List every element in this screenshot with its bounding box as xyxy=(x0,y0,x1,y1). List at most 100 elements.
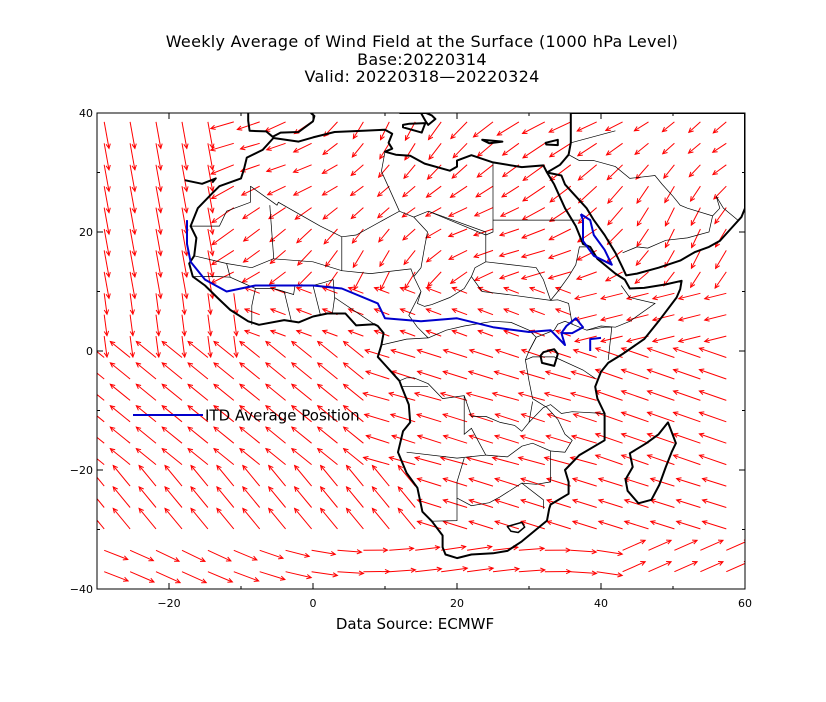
wind-arrow xyxy=(646,368,675,380)
wind-arrow xyxy=(501,185,520,198)
wind-arrow xyxy=(687,121,701,134)
wind-arrow xyxy=(493,370,520,380)
wind-arrow xyxy=(135,340,157,358)
wind-arrow xyxy=(703,292,727,301)
wind-arrow xyxy=(404,121,416,142)
wind-arrow xyxy=(428,142,442,161)
wind-arrow xyxy=(187,340,209,358)
wind-arrow xyxy=(620,454,649,466)
wind-arrow xyxy=(698,390,727,401)
wind-arrow xyxy=(351,228,364,244)
wind-arrow xyxy=(714,228,727,248)
wind-arrow xyxy=(238,340,261,358)
wind-arrow xyxy=(399,286,416,294)
country-border xyxy=(413,216,428,277)
wind-arrow xyxy=(425,250,442,263)
wind-arrow xyxy=(373,286,390,294)
wind-arrow xyxy=(713,185,727,200)
country-border xyxy=(251,288,256,325)
wind-arrow xyxy=(554,286,571,294)
wind-arrow xyxy=(181,293,187,316)
wind-arrow xyxy=(321,185,338,196)
wind-arrow xyxy=(698,347,727,358)
wind-arrow xyxy=(571,498,597,508)
wind-arrow xyxy=(268,207,286,220)
wind-arrow xyxy=(129,549,155,562)
wind-arrow xyxy=(129,186,137,214)
wind-arrow xyxy=(242,464,261,487)
wind-arrow xyxy=(109,426,131,444)
wind-arrow xyxy=(675,498,701,508)
wind-arrow xyxy=(649,477,675,487)
wind-arrow xyxy=(269,308,286,316)
wind-arrow xyxy=(213,426,235,444)
wind-arrow xyxy=(269,228,286,243)
wind-arrow xyxy=(547,271,571,280)
wind-arrow xyxy=(520,271,545,280)
itd-red-sea-line xyxy=(579,213,613,266)
y-tick-label: 40 xyxy=(79,107,93,120)
wind-arrow xyxy=(265,362,286,380)
wind-arrow xyxy=(371,486,390,508)
arabia-coastline xyxy=(546,113,745,277)
wind-arrow xyxy=(503,308,520,316)
country-border xyxy=(550,419,573,453)
wind-arrow xyxy=(129,164,137,193)
wind-arrow xyxy=(544,370,571,380)
wind-arrow xyxy=(521,121,546,135)
wind-arrow xyxy=(265,447,286,465)
wind-arrow xyxy=(210,185,235,200)
wind-arrow xyxy=(397,486,416,508)
wind-arrow xyxy=(350,207,364,220)
wind-arrow xyxy=(97,436,105,444)
wind-arrow xyxy=(112,464,131,487)
wind-arrow xyxy=(379,121,390,141)
wind-arrow xyxy=(109,383,131,401)
wind-arrow xyxy=(677,292,701,301)
wind-arrow xyxy=(265,142,286,151)
wind-arrow xyxy=(577,164,598,181)
wind-arrow xyxy=(698,411,727,423)
wind-arrow xyxy=(371,464,390,487)
wind-arrow xyxy=(468,477,494,487)
wind-arrow xyxy=(290,383,312,401)
wind-arrow xyxy=(337,549,363,555)
wind-arrow xyxy=(599,314,623,322)
wind-arrow xyxy=(620,432,649,444)
wind-arrow xyxy=(181,250,189,279)
wind-arrow xyxy=(442,498,468,508)
wind-arrow xyxy=(636,228,649,248)
wind-arrow xyxy=(465,391,494,401)
wind-arrow xyxy=(604,271,623,282)
wind-arrow xyxy=(129,228,137,257)
wind-arrow xyxy=(103,271,111,300)
wind-arrow xyxy=(691,228,701,249)
wind-arrow xyxy=(269,329,286,337)
wind-arrow xyxy=(715,250,727,270)
wind-arrow xyxy=(688,164,701,178)
wind-arrow xyxy=(213,447,235,465)
sicily-coastline xyxy=(402,122,427,134)
country-border xyxy=(428,210,487,235)
madagascar-coastline xyxy=(624,421,677,505)
wind-arrow xyxy=(363,568,391,575)
country-border xyxy=(712,196,739,221)
wind-arrow xyxy=(103,143,111,171)
wind-arrow xyxy=(161,447,183,465)
wind-arrow xyxy=(181,164,189,193)
iberia-coastline xyxy=(247,113,316,138)
wind-arrow xyxy=(711,164,727,176)
wind-arrow xyxy=(345,464,364,487)
wind-arrow xyxy=(416,348,442,358)
wind-arrow xyxy=(316,362,338,380)
wind-arrow xyxy=(311,571,339,578)
wind-arrow xyxy=(548,142,572,158)
wind-arrow xyxy=(494,477,520,487)
x-tick-label: 60 xyxy=(738,597,752,610)
wind-arrow xyxy=(493,520,520,530)
wind-arrow xyxy=(97,393,105,401)
wind-arrow xyxy=(651,314,675,322)
wind-arrow xyxy=(109,340,131,358)
wind-arrow xyxy=(376,207,390,219)
wind-arrow xyxy=(468,348,494,358)
